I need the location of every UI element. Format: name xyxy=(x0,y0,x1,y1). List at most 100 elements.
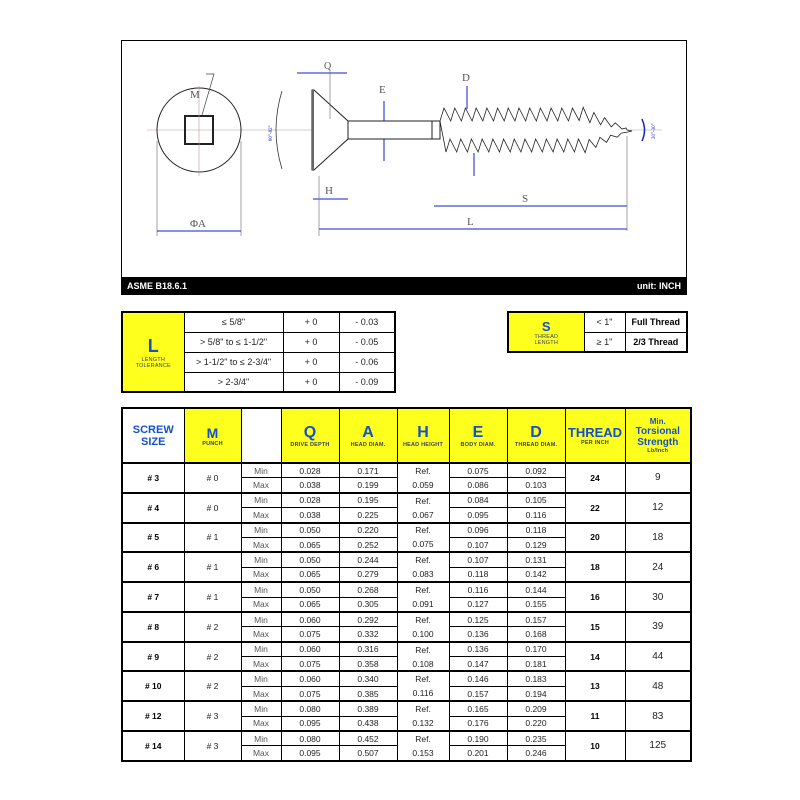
plus-cell: + 0 xyxy=(282,351,340,373)
min-label: Min xyxy=(240,610,282,628)
header-e: E BODY DIAM. xyxy=(448,407,508,464)
header-strength: Min. Torsional Strength Lb/Inch xyxy=(624,407,692,464)
q-min-cell: 0.060 xyxy=(280,670,340,687)
label-head-angle: 80°-82° xyxy=(269,125,274,141)
q-max-cell: 0.065 xyxy=(280,596,340,613)
a-max-cell: 0.332 xyxy=(338,626,398,643)
d-max-cell: 0.181 xyxy=(506,656,566,672)
min-label: Min xyxy=(240,462,282,479)
q-max-cell: 0.065 xyxy=(280,566,340,583)
h-ref-cell: Ref. 0.083 xyxy=(396,551,450,583)
e-max-cell: 0.136 xyxy=(448,626,508,643)
q-min-cell: 0.050 xyxy=(280,521,340,538)
d-max-cell: 0.246 xyxy=(506,745,566,762)
punch-cell: # 0 xyxy=(183,491,242,524)
punch-cell: # 1 xyxy=(183,551,242,583)
q-min-cell: 0.060 xyxy=(280,610,340,628)
strength-cell: 18 xyxy=(624,521,692,553)
table-row: # 8 # 2 Min 0.060 0.292 Ref. 0.100 0.125 0.157 15… xyxy=(121,610,692,643)
min-label: Min xyxy=(240,640,282,658)
minus-cell: - 0.03 xyxy=(338,311,396,333)
ref-label: Ref. xyxy=(415,644,431,655)
q-min-cell: 0.028 xyxy=(280,462,340,479)
h-ref-cell: Ref. 0.075 xyxy=(396,521,450,553)
value-cell: Full Thread xyxy=(624,311,688,333)
max-label: Max xyxy=(240,715,282,732)
strength-cell: 9 xyxy=(624,462,692,494)
a-min-cell: 0.195 xyxy=(338,491,398,509)
h-ref-cell: Ref. 0.132 xyxy=(396,700,450,732)
table-row: Max 0.065 0.252 0.107 0.129 xyxy=(122,536,691,553)
strength-cell: 39 xyxy=(624,610,692,643)
max-label: Max xyxy=(240,536,282,553)
header-q: Q DRIVE DEPTH xyxy=(280,407,340,464)
table-row: # 12 # 3 Min 0.080 0.389 Ref. 0.132 0.165 0.209 1… xyxy=(121,700,692,732)
punch-cell: # 1 xyxy=(183,521,242,553)
ref-label: Ref. xyxy=(415,555,431,566)
label-q: Q xyxy=(324,61,332,72)
q-min-cell: 0.028 xyxy=(280,491,340,509)
d-max-cell: 0.155 xyxy=(506,596,566,613)
strength-cell: 12 xyxy=(624,491,692,524)
d-min-cell: 0.157 xyxy=(506,610,566,628)
plus-cell: + 0 xyxy=(282,311,340,333)
max-label: Max xyxy=(240,477,282,494)
table-row: # 7 # 1 Min 0.050 0.268 Ref. 0.091 0.116 0.144 16… xyxy=(121,581,692,613)
e-min-cell: 0.146 xyxy=(448,670,508,687)
table-row: > 5/8" to ≤ 1-1/2" + 0- 0.05 xyxy=(122,331,396,353)
a-min-cell: 0.220 xyxy=(338,521,398,538)
strength-cell: 24 xyxy=(624,551,692,583)
value-cell: 2/3 Thread xyxy=(624,331,688,353)
minus-cell: - 0.09 xyxy=(338,371,396,393)
header-m: M PUNCH xyxy=(183,407,242,464)
h-ref-cell: Ref. 0.108 xyxy=(396,640,450,672)
screw-size-cell: # 4 xyxy=(121,491,185,524)
thread-cell: 16 xyxy=(564,581,626,613)
e-min-cell: 0.165 xyxy=(448,700,508,717)
screw-diagram: M ΦA 80°-82° Q E H D S L 20°-30° xyxy=(147,61,662,236)
header-row: SCREW SIZE M PUNCH Q DRIVE DEPTH A HEAD DIAM… xyxy=(121,407,692,464)
strength-cell: 125 xyxy=(624,730,692,762)
min-label: Min xyxy=(240,491,282,509)
screw-size-cell: # 3 xyxy=(121,462,185,494)
table-row: # 6 # 1 Min 0.050 0.244 Ref. 0.083 0.107 0.131 18… xyxy=(121,551,692,583)
min-label: Min xyxy=(240,521,282,538)
strength-cell: 30 xyxy=(624,581,692,613)
a-max-cell: 0.279 xyxy=(338,566,398,583)
d-max-cell: 0.168 xyxy=(506,626,566,643)
q-max-cell: 0.075 xyxy=(280,626,340,643)
ref-label: Ref. xyxy=(415,614,431,625)
label-m: M xyxy=(190,89,200,101)
a-max-cell: 0.305 xyxy=(338,596,398,613)
minus-cell: - 0.05 xyxy=(338,331,396,353)
q-min-cell: 0.080 xyxy=(280,700,340,717)
punch-cell: # 0 xyxy=(183,462,242,494)
max-label: Max xyxy=(240,685,282,702)
e-max-cell: 0.201 xyxy=(448,745,508,762)
table-row: # 5 # 1 Min 0.050 0.220 Ref. 0.075 0.096 0.118 20… xyxy=(121,521,692,553)
q-max-cell: 0.095 xyxy=(280,745,340,762)
e-max-cell: 0.086 xyxy=(448,477,508,494)
q-max-cell: 0.065 xyxy=(280,536,340,553)
screw-size-cell: # 5 xyxy=(121,521,185,553)
thread-cell: 13 xyxy=(564,670,626,702)
punch-cell: # 2 xyxy=(183,640,242,672)
a-min-cell: 0.171 xyxy=(338,462,398,479)
table-row: # 14 # 3 Min 0.080 0.452 Ref. 0.153 0.190 0.235 1… xyxy=(121,730,692,762)
table-row: # 9 # 2 Min 0.060 0.316 Ref. 0.108 0.136 0.170 14… xyxy=(121,640,692,672)
punch-cell: # 3 xyxy=(183,730,242,762)
screw-size-cell: # 14 xyxy=(121,730,185,762)
thread-cell: 11 xyxy=(564,700,626,732)
table-row: > 1-1/2" to ≤ 2-3/4" + 0- 0.06 xyxy=(122,351,396,373)
screw-size-cell: # 12 xyxy=(121,700,185,732)
a-max-cell: 0.199 xyxy=(338,477,398,494)
e-max-cell: 0.157 xyxy=(448,685,508,702)
strength-cell: 48 xyxy=(624,670,692,702)
ref-label: Ref. xyxy=(415,674,431,685)
table-row: Max 0.038 0.199 0.086 0.103 xyxy=(122,477,691,494)
h-ref-cell: Ref. 0.067 xyxy=(396,491,450,524)
punch-cell: # 2 xyxy=(183,610,242,643)
q-min-cell: 0.080 xyxy=(280,730,340,747)
h-ref-cell: Ref. 0.153 xyxy=(396,730,450,762)
h-ref-cell: Ref. 0.100 xyxy=(396,610,450,643)
